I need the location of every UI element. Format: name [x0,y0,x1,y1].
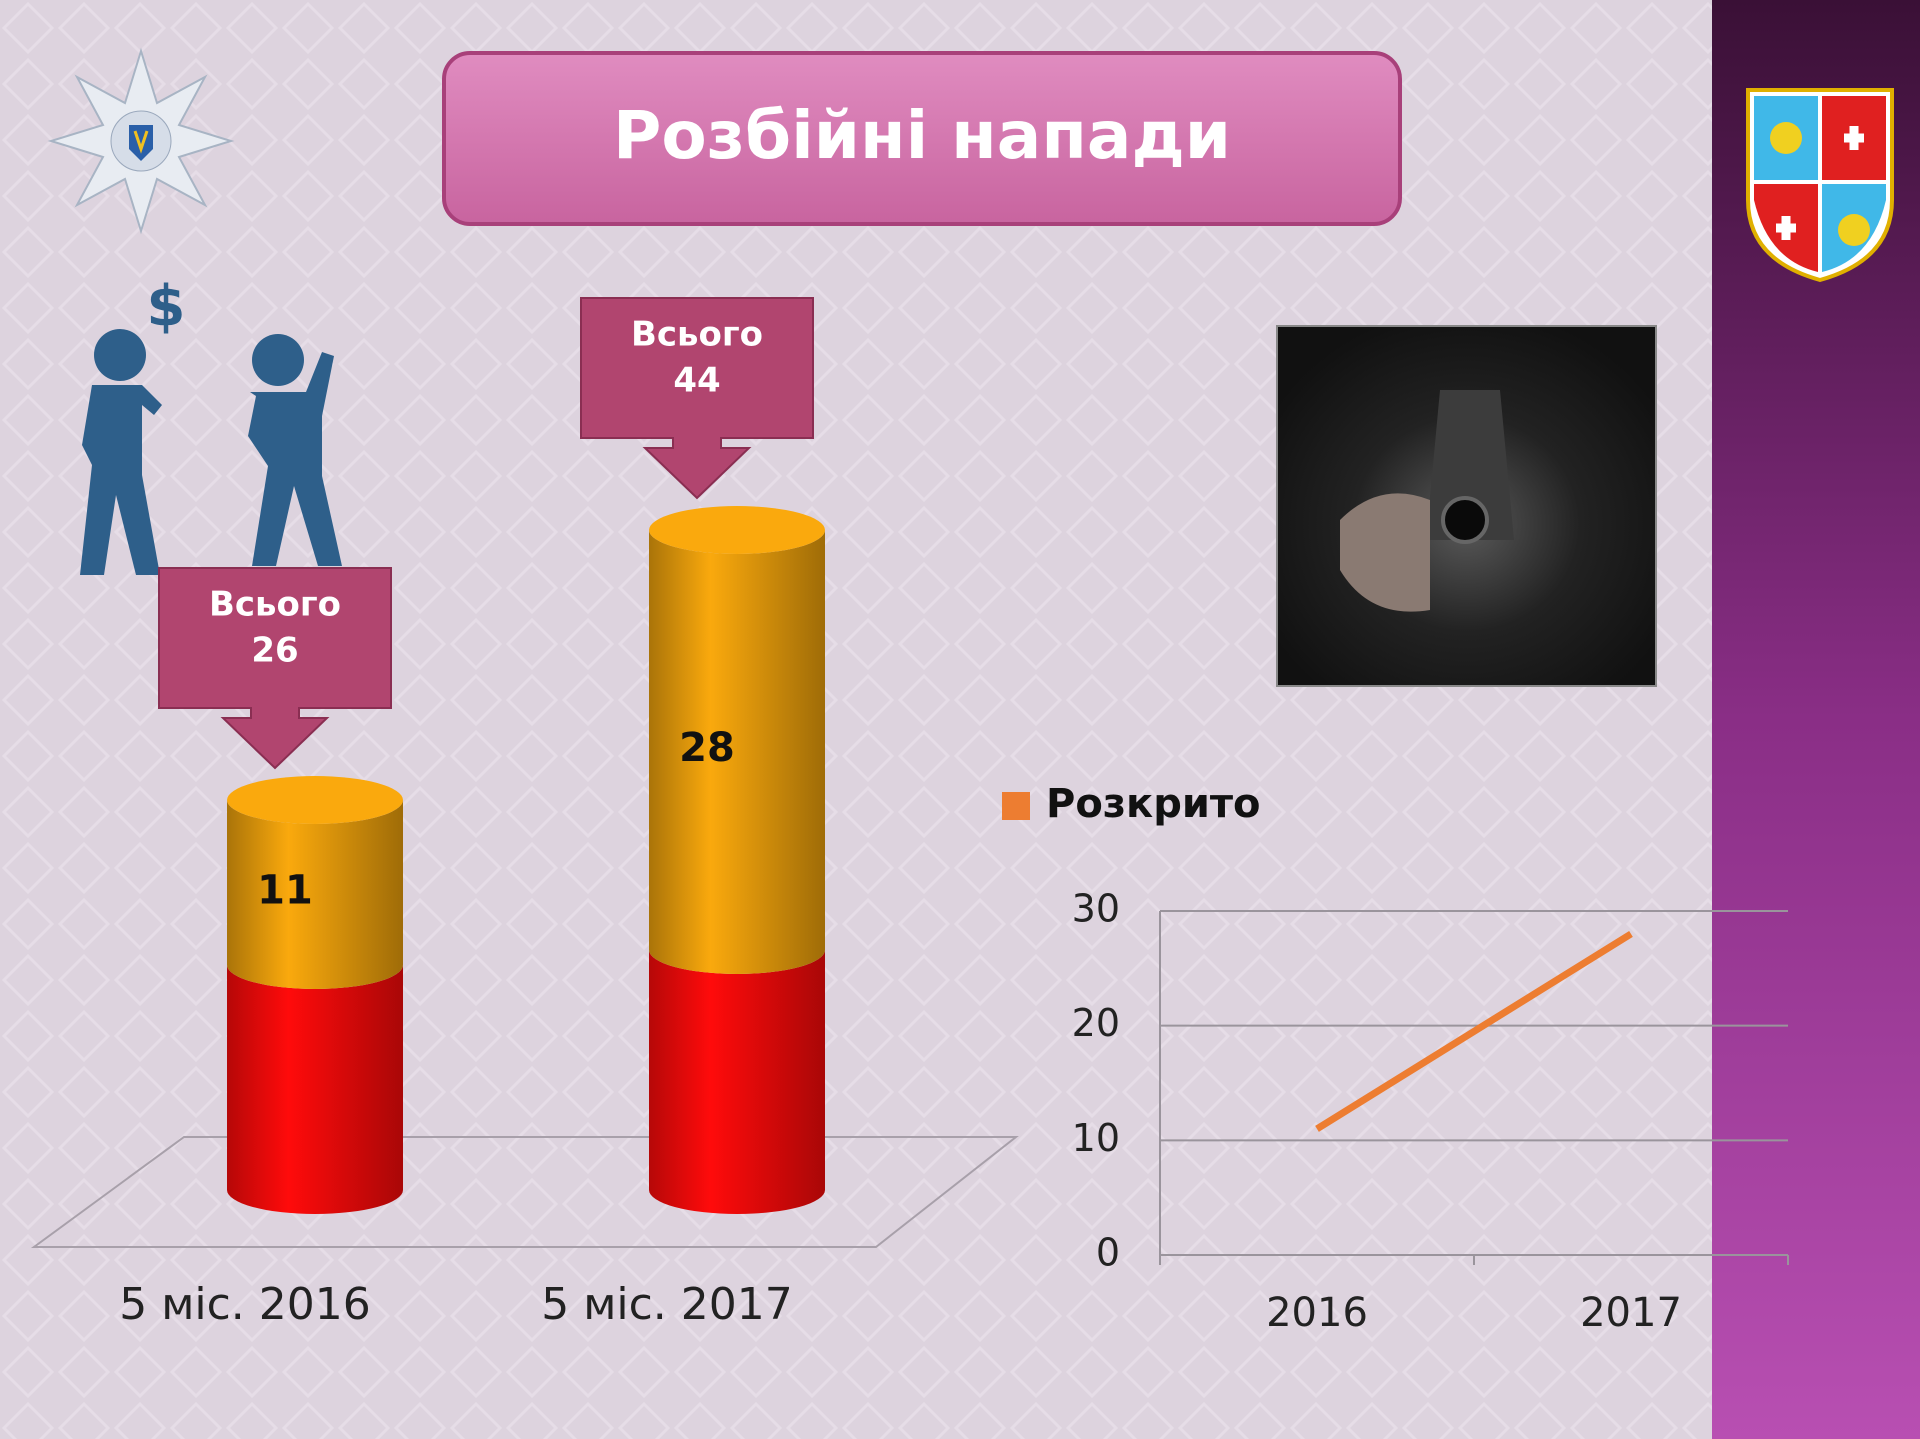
line [1315,930,1633,1132]
y-tick-label: 10 [1072,1116,1120,1160]
callout [580,297,814,500]
cylinder-top [649,506,825,554]
cylinder-segment [227,965,403,1214]
value-label: 28 [679,725,735,771]
cylinder-segment [649,950,825,1214]
police-emblem [47,47,235,235]
photo [1276,325,1657,687]
cylinder-segment [227,800,403,989]
legend-swatch [1002,792,1030,820]
x-tick-label: 5 міс. 2017 [541,1279,793,1330]
title: Розбійні напади [613,97,1231,174]
callout-value: 44 [673,361,720,401]
value-label: 11 [257,868,313,914]
chart-1: 5 міс. 2016 11 Всього 26 5 міс. 2017 28 Всього… [119,297,825,1330]
title-box [442,51,1402,226]
svg-text:$: $ [147,274,186,339]
x-tick-label: 2017 [1580,1290,1682,1336]
callout-label: Всього [209,585,341,625]
y-tick-label: 20 [1072,1001,1120,1045]
y-tick-label: 0 [1096,1231,1120,1275]
x-tick-label: 2016 [1266,1290,1368,1336]
coat-of-arms [1746,88,1894,283]
robbery-icon: $ [80,274,342,575]
chart-2: 0 10 20 30 2016 2017 Розкрито [1002,781,1789,1336]
legend-label: Розкрито [1046,781,1261,827]
callout-label: Всього [631,315,763,355]
callout-value: 26 [251,631,298,671]
cylinder-top [227,776,403,824]
x-tick-label: 5 міс. 2016 [119,1279,371,1330]
y-tick-label: 30 [1072,887,1120,931]
callout [158,567,392,770]
floor [30,1136,1019,1248]
cylinder-segment [649,530,825,974]
